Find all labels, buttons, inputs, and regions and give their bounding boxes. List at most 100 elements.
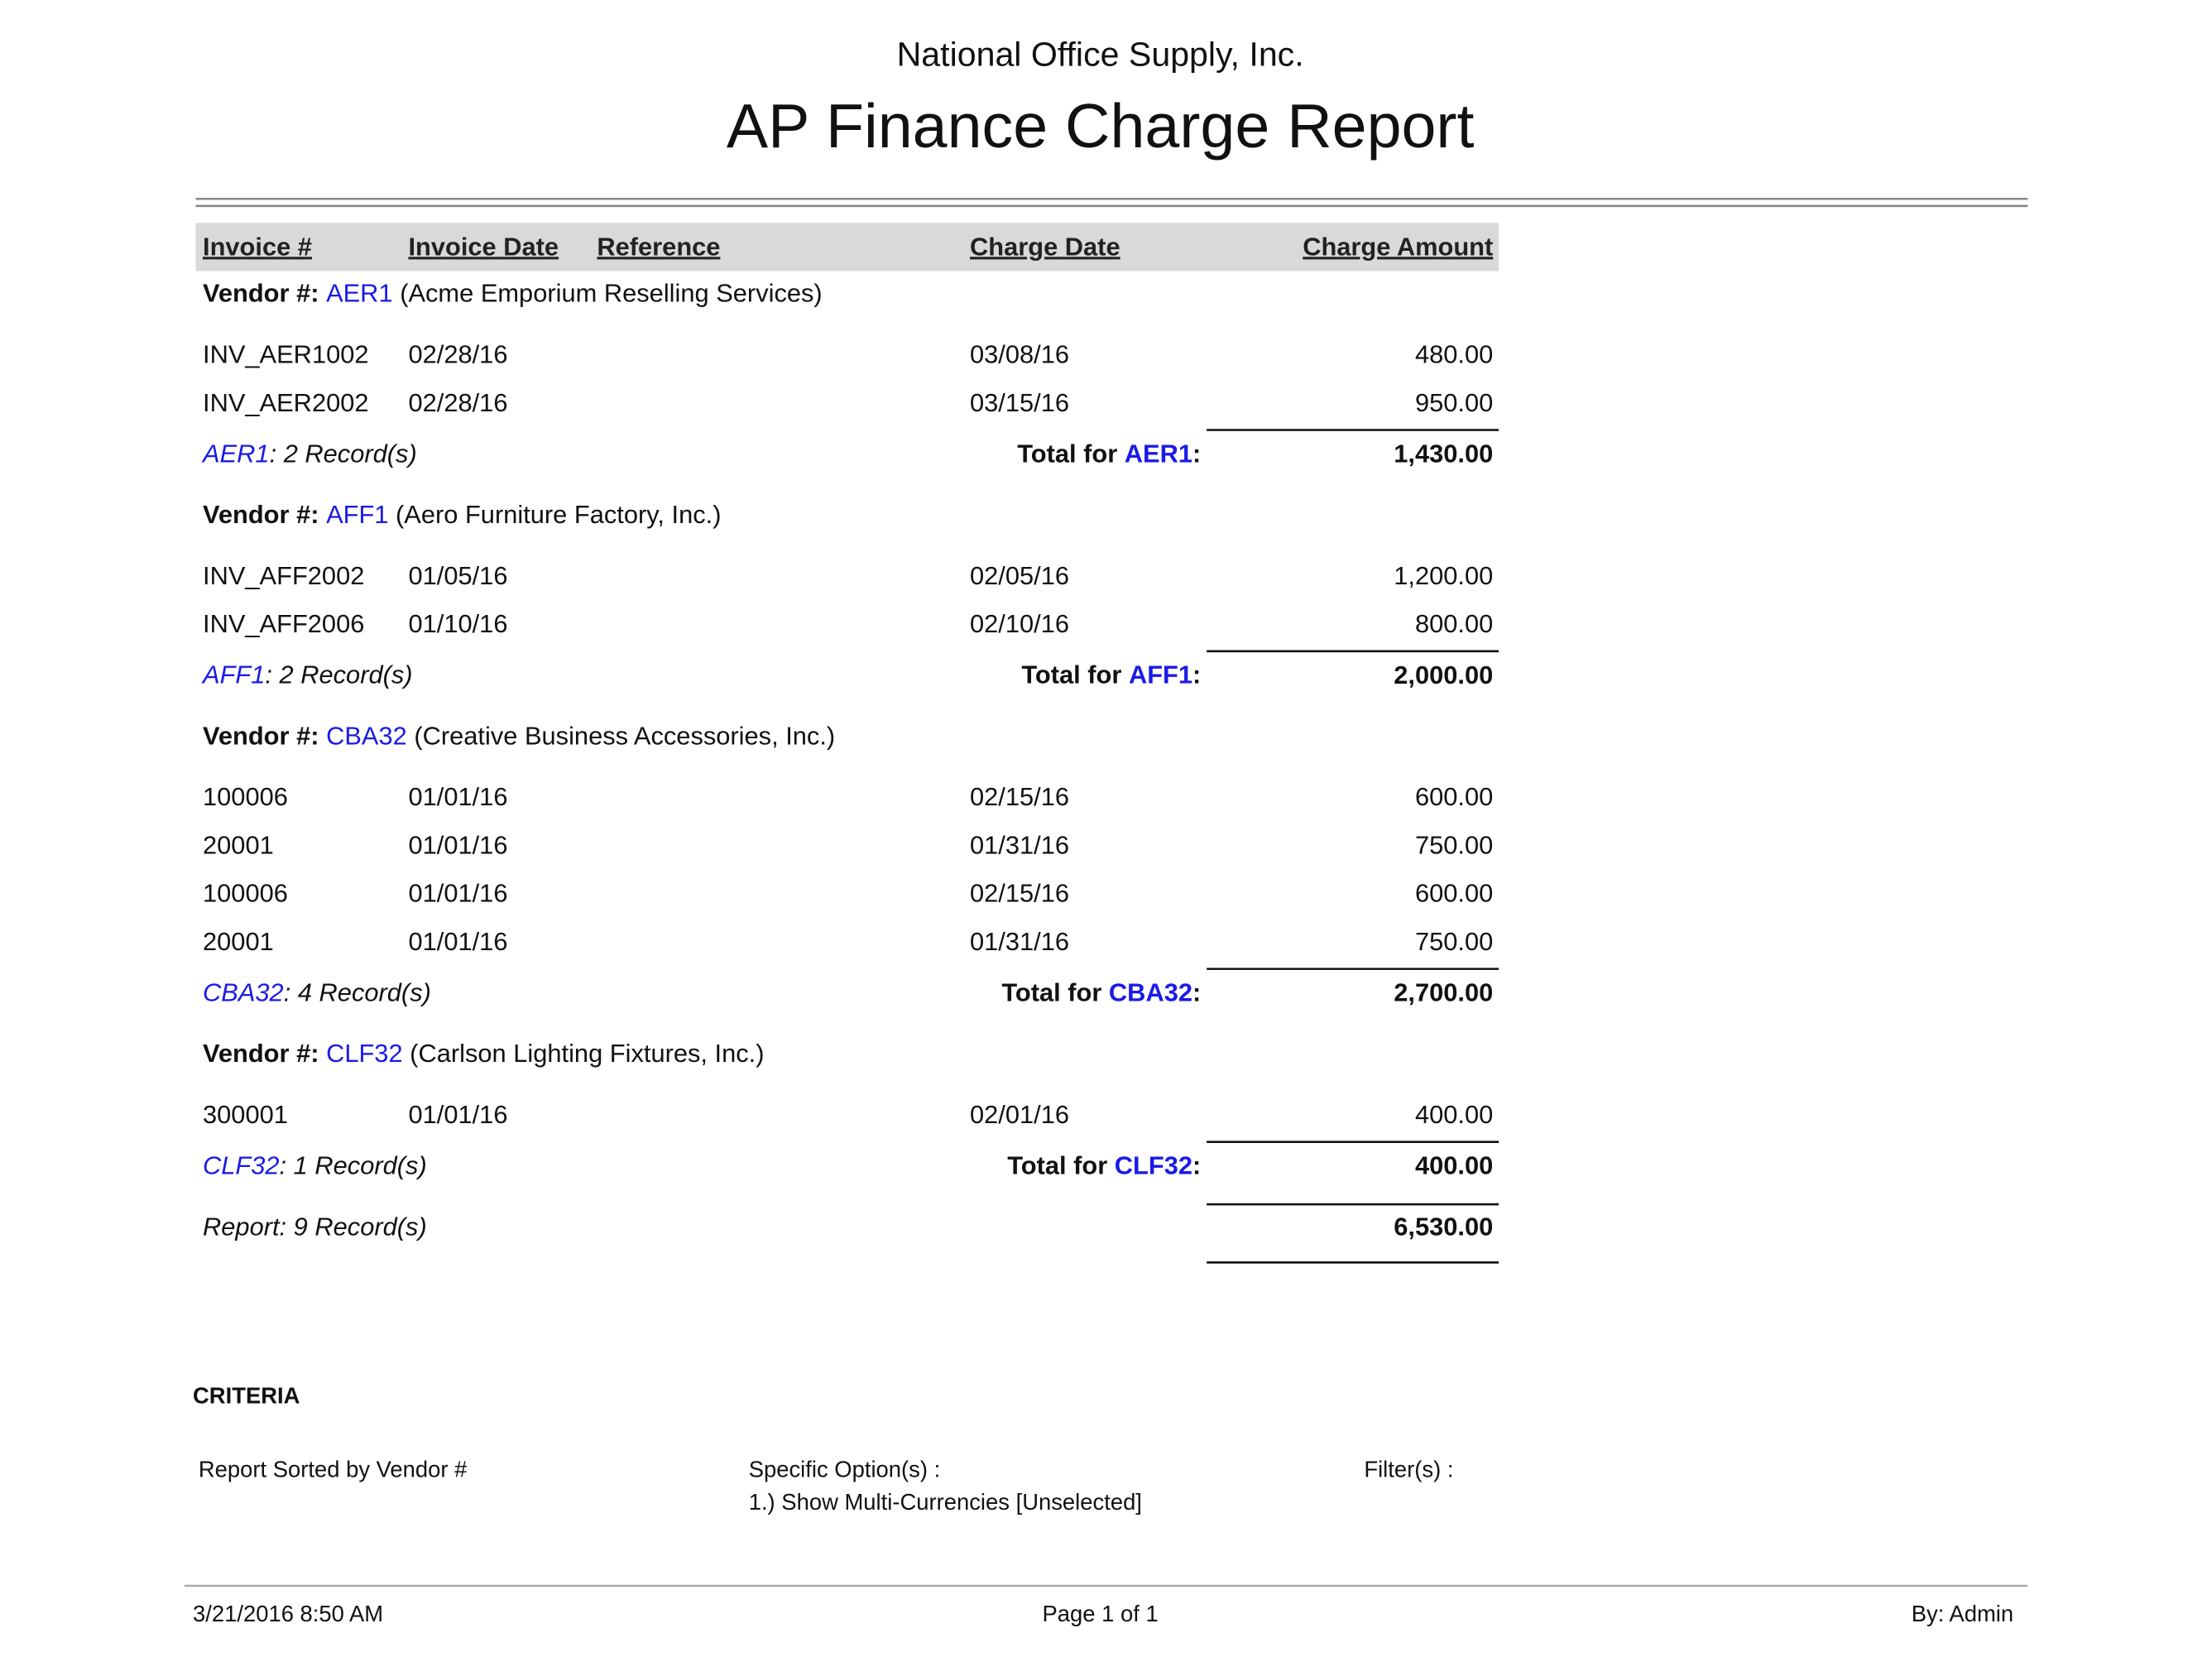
vendor-header: Vendor #: CBA32 (Creative Business Accesso…: [203, 721, 835, 750]
vendor-id: CLF32: [326, 1039, 403, 1068]
cell: 100006: [203, 879, 288, 908]
vendor-id: CBA32: [203, 978, 284, 1007]
record-text: : 2 Record(s): [265, 660, 412, 689]
vendor-header: Vendor #: AFF1 (Aero Furniture Factory, In…: [203, 500, 721, 529]
cell: 02/05/16: [970, 561, 1069, 590]
total-suffix: :: [1192, 978, 1201, 1007]
cell: INV_AFF2002: [203, 561, 364, 590]
cell: 300001: [203, 1100, 288, 1129]
column-header: Charge Amount: [1303, 232, 1493, 261]
cell: 01/31/16: [970, 830, 1069, 859]
vendor-label: Vendor #:: [203, 721, 319, 750]
total-label: Total for CBA32:: [1001, 978, 1201, 1007]
column-header: Invoice Date: [408, 232, 559, 261]
cell: 02/28/16: [408, 388, 507, 417]
vendor-label: Vendor #:: [203, 500, 319, 529]
vendor-label: Vendor #:: [203, 279, 319, 308]
header-band: [195, 223, 1499, 271]
report-records: Report: 9 Record(s): [203, 1212, 427, 1241]
cell: 01/01/16: [408, 879, 507, 908]
record-count: AFF1: 2 Record(s): [201, 660, 413, 689]
column-header: Invoice #: [203, 232, 312, 261]
total-suffix: :: [1192, 660, 1201, 689]
cell: 01/01/16: [408, 927, 507, 956]
cell: 02/10/16: [970, 609, 1069, 638]
vendor-total: 2,000.00: [1394, 660, 1493, 689]
footer-date: 3/21/2016 8:50 AM: [193, 1601, 383, 1626]
total-suffix: :: [1192, 439, 1201, 468]
company: National Office Supply, Inc.: [897, 36, 1304, 74]
record-text: : 4 Record(s): [284, 978, 431, 1007]
cell: 20001: [203, 927, 274, 956]
total-suffix: :: [1192, 1151, 1201, 1180]
vendor-total: 2,700.00: [1394, 978, 1493, 1007]
total-label: Total for CLF32:: [1007, 1151, 1201, 1180]
cell: 03/08/16: [970, 340, 1069, 369]
vendor-id: AFF1: [1129, 660, 1192, 689]
column-header: Reference: [597, 232, 720, 261]
cell: 800.00: [1415, 609, 1493, 638]
cell: 750.00: [1415, 927, 1493, 956]
vendor-id: CLF32: [203, 1151, 280, 1180]
vendor-id: AER1: [201, 439, 270, 468]
total-prefix: Total for: [1021, 660, 1121, 689]
cell: 02/28/16: [408, 340, 507, 369]
footer-page: Page 1 of 1: [1043, 1601, 1159, 1626]
cell: 01/01/16: [408, 830, 507, 859]
vendor-header: Vendor #: AER1 (Acme Emporium Reselling Se…: [203, 279, 823, 308]
cell: 100006: [203, 782, 288, 811]
vendor-total: 1,430.00: [1394, 439, 1493, 468]
cell: 02/15/16: [970, 782, 1069, 811]
vendor-id: CLF32: [1115, 1151, 1192, 1180]
record-count: CLF32: 1 Record(s): [203, 1151, 427, 1180]
cell: 01/05/16: [408, 561, 507, 590]
cell: 01/31/16: [970, 927, 1069, 956]
criteria-sort: Report Sorted by Vendor #: [199, 1456, 468, 1482]
grand-total: 6,530.00: [1394, 1212, 1493, 1241]
record-text: : 1 Record(s): [280, 1151, 427, 1180]
vendor-name: (Aero Furniture Factory, Inc.): [396, 500, 721, 529]
criteria-option: 1.) Show Multi-Currencies [Unselected]: [749, 1489, 1142, 1515]
vendor-name: (Creative Business Accessories, Inc.): [414, 721, 835, 750]
criteria-title: CRITERIA: [193, 1382, 300, 1408]
footer-user: By: Admin: [1912, 1601, 2013, 1626]
total-prefix: Total for: [1001, 978, 1101, 1007]
record-count: CBA32: 4 Record(s): [203, 978, 431, 1007]
cell: INV_AER1002: [203, 340, 369, 369]
criteria-options: Specific Option(s) :: [749, 1456, 941, 1482]
vendor-id: CBA32: [1109, 978, 1192, 1007]
cell: 480.00: [1415, 340, 1493, 369]
cell: 750.00: [1415, 830, 1493, 859]
total-label: Total for AFF1:: [1021, 660, 1201, 689]
column-header: Charge Date: [970, 232, 1120, 261]
total-label: Total for AER1:: [1017, 439, 1201, 468]
vendor-label: Vendor #:: [203, 1039, 319, 1068]
cell: 02/01/16: [970, 1100, 1069, 1129]
vendor-name: (Carlson Lighting Fixtures, Inc.): [410, 1039, 764, 1068]
cell: INV_AFF2006: [203, 609, 364, 638]
cell: 01/01/16: [408, 1100, 507, 1129]
vendor-id: CBA32: [326, 721, 407, 750]
vendor-id: AFF1: [201, 660, 265, 689]
cell: 600.00: [1415, 879, 1493, 908]
cell: 600.00: [1415, 782, 1493, 811]
total-prefix: Total for: [1017, 439, 1117, 468]
total-prefix: Total for: [1007, 1151, 1107, 1180]
cell: 03/15/16: [970, 388, 1069, 417]
cell: 01/01/16: [408, 782, 507, 811]
report-title: AP Finance Charge Report: [727, 91, 1475, 161]
cell: 01/10/16: [408, 609, 507, 638]
record-text: : 2 Record(s): [270, 439, 417, 468]
vendor-id: AER1: [1125, 439, 1192, 468]
record-count: AER1: 2 Record(s): [201, 439, 417, 468]
vendor-header: Vendor #: CLF32 (Carlson Lighting Fixtures…: [203, 1039, 764, 1068]
cell: 1,200.00: [1394, 561, 1493, 590]
vendor-name: (Acme Emporium Reselling Services): [400, 279, 823, 308]
cell: 20001: [203, 830, 274, 859]
vendor-id: AFF1: [326, 500, 388, 529]
report-body: Vendor #: AER1 (Acme Emporium Reselling Se…: [201, 279, 1499, 1264]
vendor-id: AER1: [326, 279, 393, 308]
vendor-total: 400.00: [1415, 1151, 1493, 1180]
